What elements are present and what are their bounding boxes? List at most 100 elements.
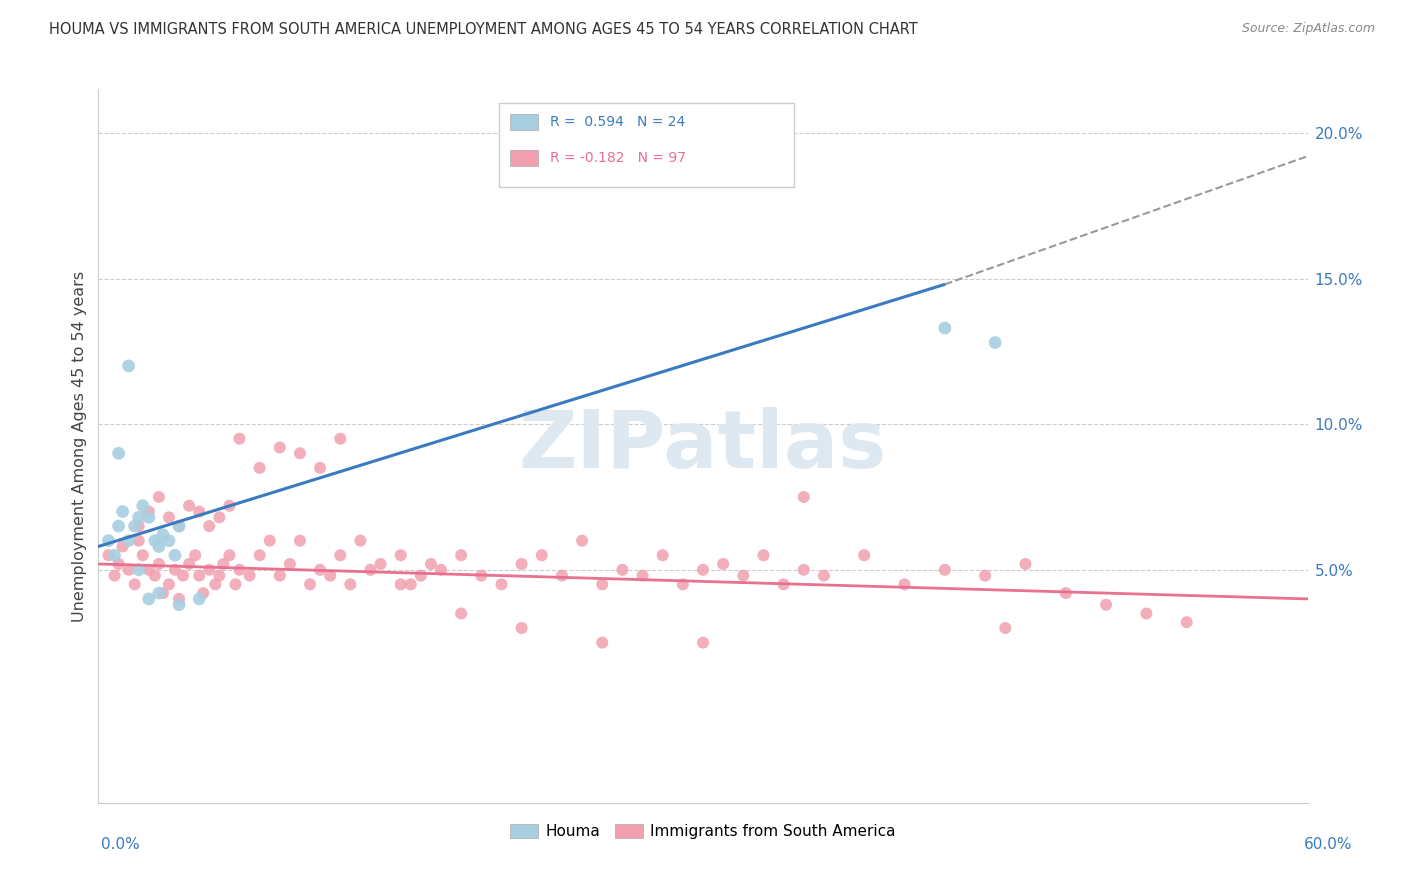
Point [128, 519, 150, 533]
Point [138, 504, 160, 518]
Point [138, 591, 160, 606]
Point [118, 533, 141, 548]
Point [399, 577, 422, 591]
Point [470, 568, 492, 582]
Point [111, 504, 134, 518]
Point [1175, 615, 1198, 630]
Text: 0.0%: 0.0% [101, 837, 141, 852]
Point [409, 568, 432, 582]
Text: R = -0.182   N = 97: R = -0.182 N = 97 [550, 151, 686, 165]
Point [204, 577, 226, 591]
Point [118, 359, 141, 373]
Point [389, 577, 412, 591]
Point [853, 548, 876, 562]
Point [188, 568, 211, 582]
Point [167, 519, 190, 533]
Point [299, 577, 322, 591]
Point [172, 568, 194, 582]
Point [772, 577, 794, 591]
Point [218, 499, 240, 513]
Point [450, 607, 472, 621]
Point [128, 510, 150, 524]
Point [124, 519, 146, 533]
Point [793, 490, 815, 504]
Point [672, 577, 695, 591]
Point [1095, 598, 1118, 612]
Point [224, 577, 246, 591]
Text: ZIPatlas: ZIPatlas [519, 407, 887, 485]
Point [163, 563, 186, 577]
Point [288, 533, 311, 548]
Point [208, 510, 231, 524]
Point [148, 557, 170, 571]
Point [138, 563, 160, 577]
Point [163, 548, 186, 562]
Point [184, 548, 207, 562]
Point [339, 577, 361, 591]
Point [157, 577, 180, 591]
Point [167, 519, 190, 533]
Point [450, 548, 472, 562]
Point [1014, 557, 1036, 571]
Point [138, 510, 160, 524]
Point [309, 563, 332, 577]
Point [288, 446, 311, 460]
Y-axis label: Unemployment Among Ages 45 to 54 years: Unemployment Among Ages 45 to 54 years [72, 270, 87, 622]
Point [571, 533, 593, 548]
Point [893, 577, 915, 591]
Point [651, 548, 673, 562]
Point [193, 586, 215, 600]
Point [1135, 607, 1157, 621]
Point [692, 563, 714, 577]
Point [278, 557, 301, 571]
Point [249, 460, 271, 475]
Point [329, 548, 352, 562]
Point [370, 557, 392, 571]
Point [107, 519, 129, 533]
Point [179, 499, 201, 513]
Point [97, 548, 120, 562]
Point [329, 432, 352, 446]
Point [631, 568, 654, 582]
Point [228, 432, 250, 446]
Point [167, 591, 190, 606]
Point [612, 563, 634, 577]
Point [167, 598, 190, 612]
Point [148, 490, 170, 504]
Point [733, 568, 755, 582]
Point [188, 591, 211, 606]
Point [420, 557, 443, 571]
Point [349, 533, 371, 548]
Point [97, 533, 120, 548]
Point [984, 335, 1007, 350]
Point [208, 568, 231, 582]
Point [389, 548, 412, 562]
Point [813, 568, 835, 582]
Point [793, 563, 815, 577]
Point [591, 635, 613, 649]
Point [974, 568, 997, 582]
Point [148, 586, 170, 600]
Point [994, 621, 1017, 635]
Point [152, 528, 174, 542]
Point [510, 621, 533, 635]
Point [551, 568, 574, 582]
Point [934, 321, 956, 335]
Point [249, 548, 271, 562]
Point [128, 563, 150, 577]
Point [198, 519, 221, 533]
Point [107, 557, 129, 571]
Point [591, 577, 613, 591]
Point [124, 577, 146, 591]
Point [111, 540, 134, 554]
Point [198, 563, 221, 577]
Point [103, 548, 125, 562]
Point [188, 504, 211, 518]
Point [103, 568, 125, 582]
Point [128, 533, 150, 548]
Point [132, 499, 155, 513]
Point [157, 510, 180, 524]
Legend: Houma, Immigrants from South America: Houma, Immigrants from South America [503, 818, 903, 845]
Point [692, 635, 714, 649]
Text: Source: ZipAtlas.com: Source: ZipAtlas.com [1241, 22, 1375, 36]
